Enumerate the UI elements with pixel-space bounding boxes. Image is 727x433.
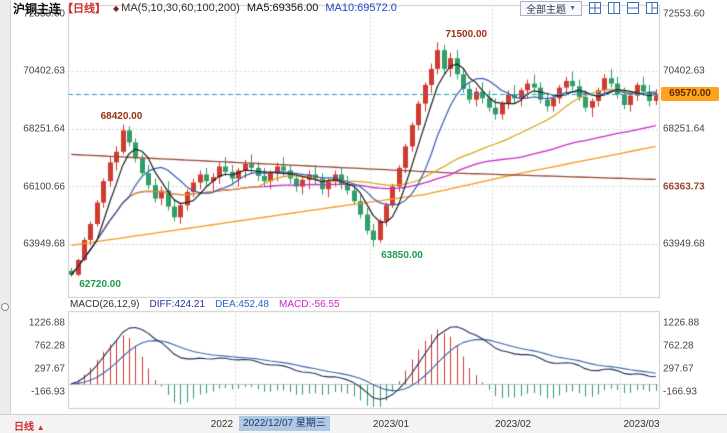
macd-axis-label-left: 1226.88 xyxy=(28,317,65,329)
price-axis-label-right: 66363.73 xyxy=(663,181,705,192)
macd-params-label: MACD(26,12,9) xyxy=(70,299,140,310)
instrument-title: 沪铜主连 xyxy=(13,1,62,16)
ma10-value-label: MA10:69572.0 xyxy=(325,2,397,14)
pane-timeframe-selector[interactable]: 日线 ▲ xyxy=(14,418,45,433)
crosshair-date-box: 2022/12/07 星期三 xyxy=(239,416,330,431)
ma5-value-label: MA5:69356.00 xyxy=(246,2,319,14)
price-annotation: 71500.00 xyxy=(445,29,488,41)
time-axis-label: 2022 xyxy=(210,419,234,430)
sidebar-tool-icon[interactable] xyxy=(1,303,9,311)
price-axis-label-right: 70402.63 xyxy=(663,65,705,77)
price-axis-label-right: 68251.64 xyxy=(663,123,705,135)
price-annotation: 68420.00 xyxy=(100,111,143,123)
timeframe-label: 【日线】 xyxy=(62,3,107,15)
price-axis-label-right: 72553.60 xyxy=(663,8,705,20)
macd-legend: MACD(26,12,9) DIFF:424.21 DEA:452.48 MAC… xyxy=(70,299,340,311)
time-axis-label: 2023/03 xyxy=(623,419,660,430)
pane-timeframe-label: 日线 xyxy=(14,422,34,433)
theme-dropdown-label: 全部主题 xyxy=(526,4,567,16)
layout-split-mixed-icon[interactable] xyxy=(646,2,658,14)
ma-group-label: MA(5,10,30,60,100,200) xyxy=(121,2,240,14)
price-axis-label-left: 63949.68 xyxy=(23,238,65,250)
ma-diamond-icon: ◆ xyxy=(113,3,120,13)
price-axis-label-left: 72553.60 xyxy=(23,8,65,20)
left-toolbar-strip xyxy=(0,0,11,433)
price-axis-label-left: 70402.63 xyxy=(23,65,65,77)
macd-axis-label-right: 1226.88 xyxy=(663,317,700,329)
current-price-badge: 69570.00 xyxy=(661,86,719,101)
macd-dea-label: DEA:452.48 xyxy=(215,299,269,310)
price-axis-label-left: 66100.66 xyxy=(23,181,65,192)
layout-split-horizontal-icon[interactable] xyxy=(627,2,639,14)
macd-axis-label-right: -166.93 xyxy=(663,386,697,398)
macd-axis-label-left: 762.28 xyxy=(34,340,65,352)
macd-axis-label-right: 297.67 xyxy=(663,363,694,375)
time-axis-label: 2023/02 xyxy=(494,419,532,430)
chart-header: 沪铜主连 【日线】 ◆ MA(5,10,30,60,100,200) MA5:6… xyxy=(13,0,658,16)
chevron-down-icon: ▼ xyxy=(569,4,576,12)
price-axis-label-right: 63949.68 xyxy=(663,238,705,250)
time-axis-label: 2023/01 xyxy=(372,419,410,430)
price-axis-label-left: 68251.64 xyxy=(23,123,65,135)
price-annotation: 62720.00 xyxy=(79,278,121,290)
theme-dropdown[interactable]: 全部主题 ▼ xyxy=(520,0,582,16)
macd-value-label: MACD:-56.55 xyxy=(279,299,340,310)
macd-axis-label-left: 297.67 xyxy=(34,363,65,375)
macd-axis-label-right: 762.28 xyxy=(663,340,694,352)
time-axis-bar: 日线 ▲ 2022 2023/01 2023/02 2023/03 2022/12/07… xyxy=(0,414,727,433)
macd-diff-label: DIFF:424.21 xyxy=(149,299,206,310)
macd-axis-label-left: -166.93 xyxy=(31,386,65,398)
layout-grid-icon[interactable] xyxy=(589,2,601,14)
triangle-up-icon: ▲ xyxy=(36,423,45,432)
layout-split-vertical-icon[interactable] xyxy=(608,2,620,14)
price-annotation: 63850.00 xyxy=(381,249,423,261)
